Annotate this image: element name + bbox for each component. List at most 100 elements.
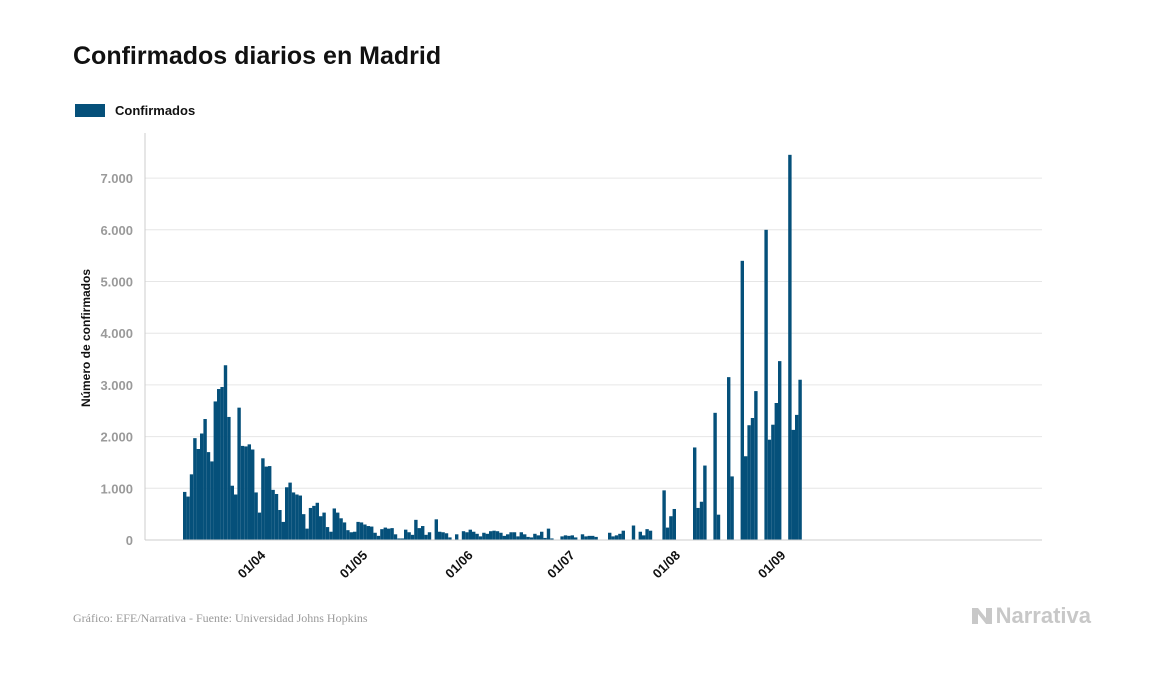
bar — [750, 417, 755, 540]
bar — [767, 439, 772, 540]
bar — [223, 365, 228, 540]
bar — [359, 522, 364, 540]
bar — [669, 516, 673, 540]
y-tick-label: 5.000 — [100, 275, 133, 290]
bar — [744, 456, 748, 540]
bar — [482, 532, 486, 540]
bar — [495, 531, 500, 540]
bar — [492, 530, 496, 540]
bar — [540, 531, 544, 540]
bar — [543, 537, 547, 540]
x-tick-label: 01/05 — [337, 548, 371, 582]
bar — [567, 535, 571, 540]
bar — [536, 535, 540, 540]
bar — [257, 512, 262, 540]
bar — [397, 538, 401, 540]
y-tick-label: 7.000 — [100, 171, 133, 186]
bar — [475, 533, 479, 540]
bar — [305, 528, 309, 540]
bar — [587, 535, 591, 540]
y-axis-ticks: 0 1.000 2.000 3.000 4.000 5.000 6.000 7.000 — [100, 171, 133, 548]
bar — [339, 518, 343, 540]
bar — [489, 531, 493, 540]
bar — [404, 529, 408, 540]
y-tick-label: 1.000 — [100, 481, 133, 496]
legend-swatch — [75, 104, 105, 117]
bar — [591, 535, 595, 540]
bar — [393, 534, 398, 540]
bar — [261, 458, 265, 540]
bar — [285, 487, 289, 540]
bar — [200, 433, 204, 540]
bar — [251, 449, 255, 540]
bar — [499, 532, 503, 540]
bar — [570, 535, 574, 540]
x-tick-label: 01/06 — [442, 548, 476, 582]
bar — [407, 532, 411, 540]
bar — [444, 533, 449, 540]
bar — [740, 260, 744, 540]
bar — [533, 533, 537, 540]
bar — [478, 536, 483, 540]
bar — [747, 425, 751, 540]
source-note: Gráfico: EFE/Narrativa - Fuente: Univers… — [73, 611, 368, 625]
bar — [584, 536, 588, 540]
bar — [237, 407, 241, 540]
bar — [234, 494, 238, 540]
brand-logo: Narrativa — [971, 603, 1091, 629]
bar — [274, 493, 279, 540]
bar — [295, 494, 299, 540]
bar — [244, 446, 248, 540]
bar — [322, 512, 326, 540]
bar — [638, 531, 642, 540]
bar — [798, 379, 802, 540]
bar — [319, 516, 323, 540]
y-tick-label: 6.000 — [100, 223, 133, 238]
bars — [183, 154, 802, 541]
bar — [410, 534, 415, 540]
bar — [771, 424, 775, 540]
bar — [764, 229, 768, 541]
bar — [611, 536, 615, 540]
bar — [614, 535, 619, 540]
bar — [455, 534, 459, 540]
bar — [526, 536, 530, 540]
bar — [346, 530, 350, 540]
bar — [312, 505, 316, 540]
legend-label: Confirmados — [115, 103, 196, 118]
bar — [288, 482, 292, 540]
bar — [366, 526, 370, 540]
bar — [434, 519, 438, 540]
bar — [448, 537, 452, 540]
bar — [516, 536, 520, 540]
bar — [193, 438, 197, 540]
bar — [349, 532, 353, 540]
bar — [608, 532, 612, 540]
bar — [788, 154, 792, 540]
legend: Confirmados — [75, 103, 195, 118]
narrativa-logo-icon — [971, 608, 992, 624]
bar — [727, 377, 731, 540]
bar — [791, 429, 795, 540]
bar — [716, 514, 721, 540]
bar — [703, 465, 707, 540]
brand-name: Narrativa — [995, 603, 1091, 628]
bar — [183, 491, 187, 540]
bar — [506, 534, 510, 540]
bar — [461, 531, 466, 540]
bar — [196, 449, 200, 540]
bar — [387, 528, 391, 540]
bar — [308, 507, 313, 540]
bar — [778, 361, 782, 540]
bar — [512, 532, 517, 540]
bar — [336, 512, 340, 540]
bar — [529, 537, 534, 540]
bar — [774, 403, 778, 540]
bar — [264, 466, 268, 540]
bar — [438, 531, 442, 540]
bar — [754, 391, 758, 540]
bar — [672, 508, 676, 540]
bar — [329, 531, 333, 540]
gridlines — [145, 177, 1042, 489]
